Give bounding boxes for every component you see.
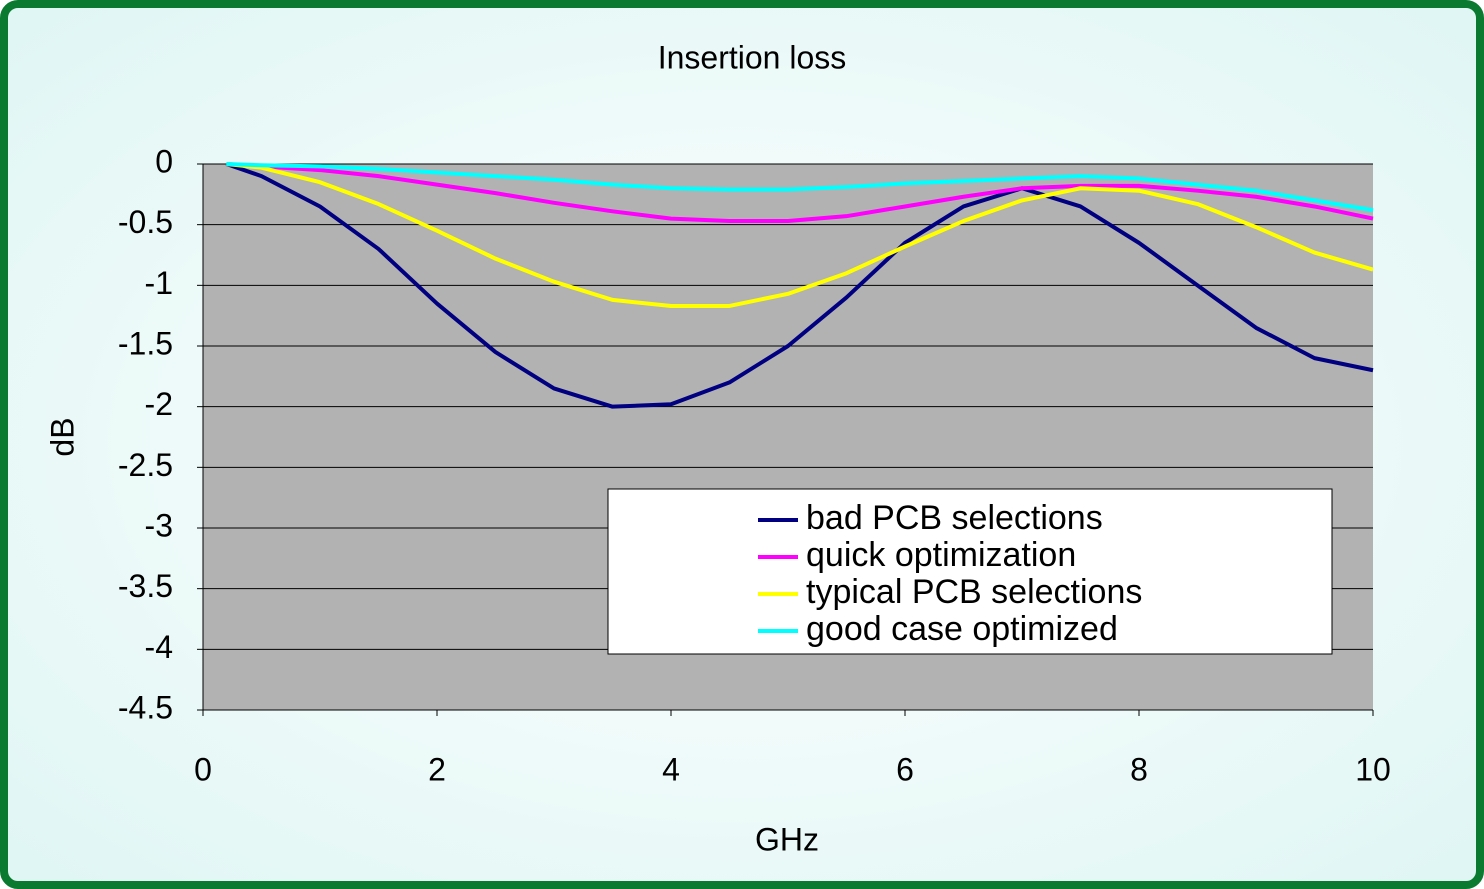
series-line xyxy=(225,162,1374,409)
series-line xyxy=(226,162,1374,308)
y-tick-label: -4.5 xyxy=(118,689,173,725)
x-tick-label: 8 xyxy=(1130,751,1148,787)
y-tick-label: -3 xyxy=(145,507,173,543)
y-tick-label: -1 xyxy=(145,265,173,301)
y-axis-label: dB xyxy=(44,417,80,456)
legend-box xyxy=(607,488,1333,655)
y-tick-label: 0 xyxy=(155,143,173,179)
legend-label: typical PCB selections xyxy=(806,573,1142,611)
legend-label: bad PCB selections xyxy=(806,499,1103,537)
x-tick-label: 4 xyxy=(662,751,680,787)
y-tick-label: -0.5 xyxy=(118,204,173,240)
y-tick-label: -3.5 xyxy=(118,568,173,604)
series-line xyxy=(226,162,1374,213)
legend-label: quick optimization xyxy=(806,536,1076,574)
y-tick-label: -2.5 xyxy=(118,447,173,483)
x-axis-label: GHz xyxy=(755,821,819,857)
legend-label: good case optimized xyxy=(806,610,1118,648)
y-tick-label: -2 xyxy=(145,386,173,422)
x-tick-label: 2 xyxy=(428,751,446,787)
chart-title: Insertion loss xyxy=(658,39,847,75)
series-line xyxy=(226,162,1374,224)
x-tick-label: 10 xyxy=(1355,751,1391,787)
y-tick-label: -1.5 xyxy=(118,325,173,361)
x-tick-label: 0 xyxy=(194,751,212,787)
x-tick-label: 6 xyxy=(896,751,914,787)
y-tick-label: -4 xyxy=(145,629,173,665)
